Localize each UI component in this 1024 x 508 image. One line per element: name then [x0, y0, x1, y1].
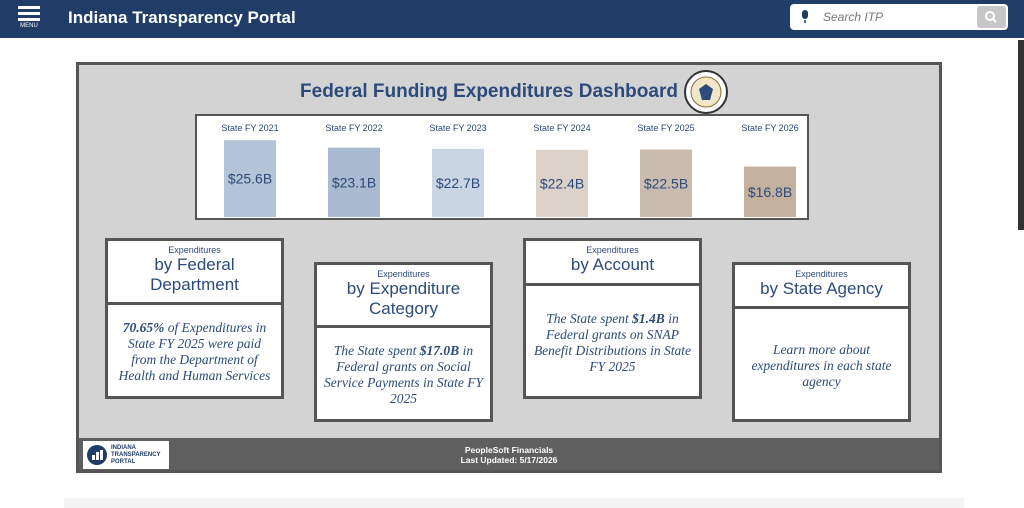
- value-label: $25.6B: [228, 171, 272, 187]
- card-title: by State Agency: [760, 279, 883, 298]
- dashboard: Federal Funding Expenditures Dashboard S…: [76, 62, 942, 473]
- card-title: by Expenditure Category: [346, 279, 461, 318]
- logo-text: PORTAL: [111, 459, 136, 465]
- footer-source: PeopleSoft Financials: [464, 445, 554, 455]
- category-label: State FY 2026: [741, 123, 798, 133]
- value-label: $22.5B: [644, 175, 688, 191]
- card[interactable]: Expenditures by Federal Department 70.65% …: [105, 238, 284, 399]
- mic-icon[interactable]: [800, 10, 810, 24]
- card-text: Learn more about expenditures in each st…: [741, 342, 902, 390]
- card-header: Expenditures by Federal Department: [108, 241, 281, 305]
- card-body: Learn more about expenditures in each st…: [735, 309, 908, 422]
- category-label: State FY 2025: [637, 123, 694, 133]
- value-label: $22.4B: [540, 175, 584, 191]
- next-section: [64, 498, 964, 508]
- chart-frame: [195, 114, 809, 220]
- card-text: The State spent $1.4B in Federal grants …: [532, 311, 693, 375]
- header: MENU Indiana Transparency Portal Search …: [0, 0, 1024, 38]
- card-kicker: Expenditures: [168, 245, 221, 255]
- logo-text: INDIANA: [111, 445, 136, 451]
- card-body: The State spent $17.0B in Federal grants…: [317, 328, 490, 422]
- card-title: by Federal Department: [150, 255, 239, 294]
- card-text: 70.65% of Expenditures in State FY 2025 …: [114, 320, 275, 384]
- card[interactable]: Expenditures by State Agency Learn more ab…: [732, 262, 911, 422]
- card-text-part: in Federal grants on Social Service Paym…: [324, 343, 483, 406]
- card-header: Expenditures by State Agency: [735, 265, 908, 309]
- card-text-part: The State spent: [333, 343, 420, 358]
- category-label: State FY 2021: [221, 123, 278, 133]
- category-label: State FY 2022: [325, 123, 382, 133]
- card[interactable]: Expenditures by Account The State spent $1…: [523, 238, 702, 399]
- search-button[interactable]: [977, 6, 1006, 28]
- footer: INDIANA TRANSPARENCY PORTAL PeopleSoft Fin…: [79, 438, 939, 470]
- footer-updated: Last Updated: 5/17/2026: [460, 455, 558, 465]
- search-box[interactable]: Search ITP: [790, 4, 1008, 30]
- card-text: The State spent $17.0B in Federal grants…: [323, 343, 484, 407]
- value-label: $22.7B: [436, 175, 480, 191]
- menu-button[interactable]: MENU: [12, 3, 46, 29]
- bar: [744, 166, 796, 217]
- card-text-part: The State spent: [546, 310, 633, 326]
- card-text-part: $1.4B: [632, 310, 665, 326]
- card-text-part: 70.65%: [122, 320, 165, 335]
- card-body: 70.65% of Expenditures in State FY 2025 …: [108, 305, 281, 399]
- bar-chart: State FY 2021 $25.6B State FY 2022 $23.1B St…: [195, 114, 809, 220]
- value-label: $16.8B: [748, 184, 792, 200]
- card-text-part: of Expenditures in State FY 2025 were pa…: [118, 320, 271, 383]
- card-title: by Account: [570, 255, 655, 274]
- scrollbar[interactable]: [1018, 40, 1024, 230]
- card-header: Expenditures by Expenditure Category: [317, 265, 490, 328]
- category-label: State FY 2023: [429, 123, 486, 133]
- card-header: Expenditures by Account: [526, 241, 699, 286]
- portal-logo[interactable]: INDIANA TRANSPARENCY PORTAL: [83, 441, 169, 469]
- card-text-part: Learn more about expenditures in each st…: [751, 341, 892, 389]
- card-body: The State spent $1.4B in Federal grants …: [526, 286, 699, 399]
- search-placeholder: Search ITP: [823, 10, 884, 24]
- card[interactable]: Expenditures by Expenditure Category The S…: [314, 262, 493, 422]
- bar: [432, 148, 484, 217]
- seal: [684, 70, 728, 114]
- category-label: State FY 2024: [533, 123, 590, 133]
- logo-text: TRANSPARENCY: [111, 452, 161, 458]
- bar: [328, 147, 380, 217]
- bar: [640, 149, 692, 217]
- bar: [536, 149, 588, 217]
- dashboard-title: Federal Funding Expenditures Dashboard: [300, 81, 678, 102]
- menu-label: MENU: [20, 23, 38, 29]
- card-text-part: in Federal grants on SNAP Benefit Distri…: [533, 310, 692, 374]
- card-text-part: $17.0B: [419, 343, 460, 358]
- card-kicker: Expenditures: [586, 245, 639, 255]
- site-title[interactable]: Indiana Transparency Portal: [68, 8, 296, 27]
- bar: [224, 140, 276, 217]
- value-label: $23.1B: [332, 174, 376, 190]
- card-kicker: Expenditures: [377, 269, 430, 279]
- card-kicker: Expenditures: [795, 269, 848, 279]
